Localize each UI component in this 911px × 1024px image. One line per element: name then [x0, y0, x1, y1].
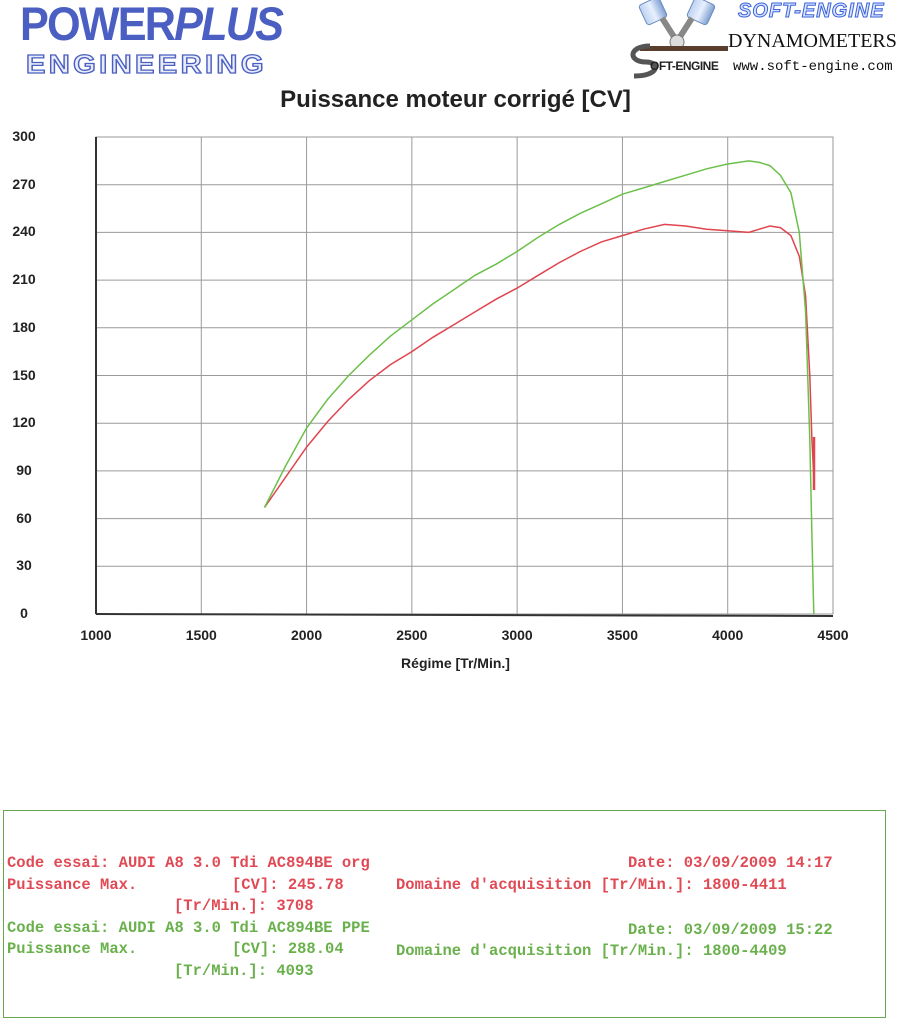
run2-code-line: Code essai: AUDI A8 3.0 Tdi AC894BE PPE — [7, 919, 370, 937]
run1-domain-line: Domaine d'acquisition [Tr/Min.]: 1800-44… — [396, 876, 787, 894]
y-tick-label: 30 — [16, 557, 32, 574]
run1-cv-line: [CV]: 245.78 — [232, 876, 344, 894]
x-axis-line — [95, 613, 834, 617]
run1-rpm-value: 3708 — [276, 897, 314, 915]
y-tick-label: 60 — [16, 509, 32, 526]
run2-cv-value: 288.04 — [287, 940, 344, 958]
run2-rpm-value: 4093 — [276, 962, 314, 980]
y-tick-label: 120 — [12, 414, 36, 431]
run2-date: Date: 03/09/2009 15:22 — [628, 921, 833, 939]
run1-cv-label: [CV]: — [232, 876, 279, 894]
run2-domain-label: Domaine d'acquisition [Tr/Min.]: — [396, 942, 694, 960]
run1-rpm-label: [Tr/Min.]: — [174, 897, 268, 915]
run2-pmax-label: Puissance Max. — [7, 940, 138, 958]
soft-engine-brand: SOFT-ENGINE — [738, 0, 885, 23]
run2-domain-line: Domaine d'acquisition [Tr/Min.]: 1800-44… — [396, 942, 787, 960]
series-line-ppe — [263, 160, 815, 615]
run1-pmax-label: Puissance Max. — [7, 876, 138, 894]
chart-grid — [95, 136, 834, 615]
y-tick-label: 180 — [12, 318, 36, 335]
series-line-org — [263, 223, 816, 508]
run2-code-value: AUDI A8 3.0 Tdi AC894BE PPE — [118, 919, 370, 937]
run1-code-label: Code essai: — [7, 854, 110, 872]
run2-code-label: Code essai: — [7, 919, 110, 937]
logo-power-plus: POWERPLUS — [20, 0, 284, 51]
x-tick-label: 3000 — [501, 627, 533, 643]
y-tick-label: 0 — [20, 605, 28, 621]
engine-piston-icon — [630, 0, 728, 79]
y-tick-label: 150 — [12, 366, 36, 383]
run2-rpm-line: [Tr/Min.]: 4093 — [174, 962, 314, 980]
soft-engine-logo: SOFT-ENGINE DYNAMOMETERS OFT-ENGINE www.… — [620, 0, 911, 80]
y-tick-label: 210 — [12, 271, 36, 288]
logo-word-power: POWER — [20, 0, 176, 50]
run1-cv-value: 245.78 — [287, 876, 344, 894]
y-tick-label: 270 — [12, 175, 36, 192]
test-info-box: Code essai: AUDI A8 3.0 Tdi AC894BE org … — [3, 810, 886, 1018]
run1-code-line: Code essai: AUDI A8 3.0 Tdi AC894BE org — [7, 854, 370, 872]
run1-rpm-line: [Tr/Min.]: 3708 — [174, 897, 314, 915]
run2-cv-label: [CV]: — [232, 940, 279, 958]
x-tick-label: 1500 — [185, 627, 217, 643]
logo-word-plus: PLUS — [174, 0, 284, 50]
power-chart-plot — [95, 136, 834, 617]
soft-engine-small-brand: OFT-ENGINE — [650, 59, 719, 73]
x-tick-label: 2000 — [290, 627, 323, 643]
run1-code-value: AUDI A8 3.0 Tdi AC894BE org — [118, 854, 370, 872]
run2-cv-line: [CV]: 288.04 — [232, 940, 344, 958]
run1-domain-value: 1800-4411 — [702, 876, 787, 894]
run1-domain-label: Domaine d'acquisition [Tr/Min.]: — [396, 876, 694, 894]
x-tick-label: 3500 — [606, 627, 638, 643]
run2-domain-value: 1800-4409 — [702, 942, 787, 960]
dynamometers-label: DYNAMOMETERS — [728, 30, 897, 52]
x-tick-label: 1000 — [80, 627, 112, 643]
run1-date: Date: 03/09/2009 14:17 — [628, 854, 833, 872]
x-tick-label: 4000 — [712, 627, 744, 643]
website-url: www.soft-engine.com — [733, 59, 893, 75]
x-tick-label: 4500 — [817, 627, 849, 643]
x-axis-title: Régime [Tr/Min.] — [401, 655, 510, 671]
run2-rpm-label: [Tr/Min.]: — [174, 962, 268, 980]
y-tick-label: 300 — [12, 128, 36, 144]
y-tick-label: 90 — [16, 461, 32, 478]
powerplus-logo: POWERPLUS ENGINEERING — [18, 0, 284, 85]
logo-engineering: ENGINEERING — [25, 48, 267, 79]
x-tick-label: 2500 — [396, 627, 428, 643]
y-tick-label: 240 — [12, 223, 36, 240]
chart-title: Puissance moteur corrigé [CV] — [280, 86, 631, 113]
